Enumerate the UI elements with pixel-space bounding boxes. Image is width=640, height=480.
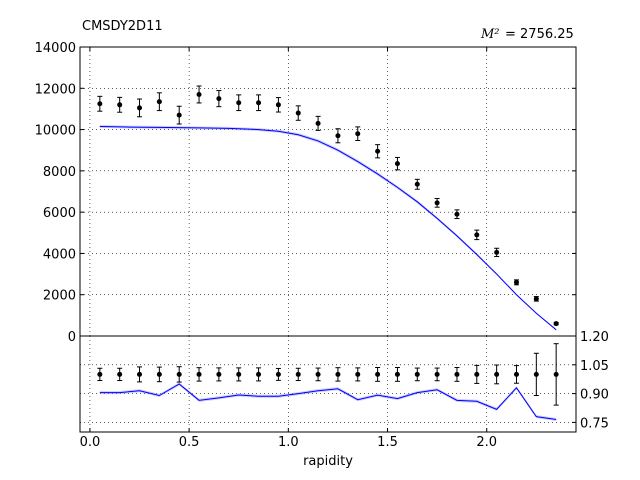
data-point (196, 91, 202, 97)
ratio-point (295, 371, 301, 377)
data-point (494, 249, 500, 255)
data-point (156, 99, 162, 105)
data-point (216, 96, 222, 102)
ratio-point (256, 371, 262, 377)
data-point (553, 321, 559, 327)
data-point (394, 161, 400, 167)
ratio-point (117, 371, 123, 377)
ratio-theory-line (99, 383, 557, 421)
bottom-theory-ratio (99, 382, 557, 422)
data-point (434, 200, 440, 206)
bottom-panel-frame (79, 335, 577, 433)
ratio-point (216, 371, 222, 377)
ratio-point (434, 371, 440, 377)
data-point (97, 101, 103, 107)
x-tick-label: 0.5 (179, 435, 200, 450)
ratio-point (355, 371, 361, 377)
data-point (137, 105, 143, 111)
data-point (295, 110, 301, 116)
data-point (414, 181, 420, 187)
data-point (355, 131, 361, 137)
top-y-tick-label: 0 (68, 330, 76, 345)
x-tick-label: 2.0 (476, 435, 497, 450)
x-tick-label: 1.0 (278, 435, 299, 450)
ratio-point (335, 371, 341, 377)
theory-central-line (99, 125, 557, 331)
bottom-y-tick-label: 0.75 (580, 416, 609, 431)
data-point (117, 102, 123, 108)
x-tick-labels: 0.0 0.5 1.0 1.5 2.0 (80, 47, 497, 450)
ratio-point (394, 371, 400, 377)
chart-title: CMSDY2D11 (82, 19, 163, 34)
x-tick-label: 0.0 (80, 435, 101, 450)
top-gridlines (80, 47, 576, 336)
top-y-tick-label: 4000 (43, 247, 76, 262)
theory-uncertainty-band (99, 125, 557, 331)
ratio-uncertainty-band (99, 382, 557, 422)
data-point (454, 211, 460, 217)
ratio-point (533, 371, 539, 377)
ratio-point (474, 371, 480, 377)
data-point (176, 112, 182, 118)
top-theory-band (99, 125, 557, 331)
data-point (236, 100, 242, 106)
bottom-gridlines (80, 336, 576, 432)
ratio-point (494, 371, 500, 377)
annotation-value: = 2756.25 (505, 27, 574, 42)
data-point (335, 133, 341, 139)
data-point (375, 148, 381, 154)
top-y-tick-label: 2000 (43, 289, 76, 304)
ratio-point (275, 371, 281, 377)
ratio-point (414, 371, 420, 377)
data-point (533, 296, 539, 302)
data-point (315, 120, 321, 126)
ratio-point (156, 371, 162, 377)
bottom-y-tick-label: 1.05 (580, 359, 609, 374)
data-point (474, 232, 480, 238)
ratio-point (137, 371, 143, 377)
ratio-point (553, 371, 559, 377)
x-tick-label: 1.5 (377, 435, 398, 450)
ratio-point (176, 371, 182, 377)
bottom-data-ratio-points (97, 343, 559, 406)
top-data-points (97, 85, 559, 327)
top-y-tick-label: 8000 (43, 165, 76, 180)
x-axis-label: rapidity (303, 454, 353, 469)
top-y-tick-labels: 0 2000 4000 6000 8000 10000 12000 14000 (35, 41, 576, 345)
ratio-point (513, 371, 519, 377)
data-point (256, 100, 262, 106)
ratio-point (196, 371, 202, 377)
ratio-point (454, 371, 460, 377)
data-point (513, 279, 519, 285)
ratio-point (236, 371, 242, 377)
top-y-tick-label: 14000 (35, 41, 76, 56)
top-y-tick-label: 10000 (35, 124, 76, 139)
bottom-y-tick-labels: 0.75 0.90 1.05 1.20 (572, 330, 609, 431)
bottom-y-tick-label: 0.90 (580, 388, 609, 403)
bottom-y-tick-label: 1.20 (580, 330, 609, 345)
annotation-symbol: M² (480, 27, 500, 42)
ratio-point (375, 371, 381, 377)
top-panel-frame (79, 46, 577, 337)
top-y-tick-label: 6000 (43, 206, 76, 221)
ratio-point (97, 371, 103, 377)
ratio-point (315, 371, 321, 377)
data-point (275, 102, 281, 108)
top-y-tick-label: 12000 (35, 82, 76, 97)
